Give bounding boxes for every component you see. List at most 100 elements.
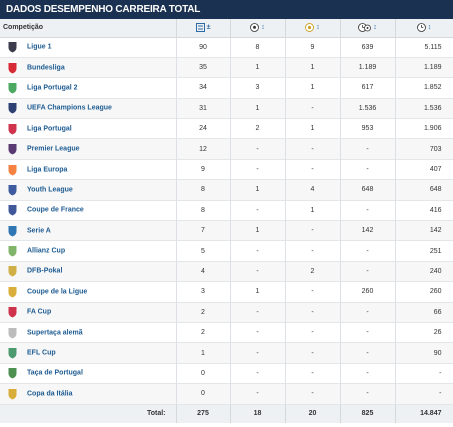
appearances-cell: 1 <box>176 342 231 364</box>
totals-label: Total: <box>0 404 177 424</box>
table-row: Serie A 7 1-142 142 <box>0 220 453 241</box>
appearances-icon <box>195 23 205 33</box>
assists-cell: 1 <box>285 118 341 139</box>
competition-link[interactable]: Youth League <box>27 186 73 194</box>
assists-cell: 1 <box>285 200 341 221</box>
appearances-cell: 5 <box>176 240 231 262</box>
section-title: DADOS DESEMPENHO CARREIRA TOTAL <box>0 0 453 19</box>
competition-link[interactable]: Liga Europa <box>27 166 68 174</box>
minutes-per-goal-cell: 1.536 <box>340 98 396 119</box>
goals-cell: - <box>230 322 286 343</box>
assists-cell: - <box>285 138 341 160</box>
column-header-minutes-per-goal[interactable]: ↕ <box>340 19 396 38</box>
competition-cell: UEFA Champions League <box>0 98 177 119</box>
appearances-cell: 31 <box>176 98 231 119</box>
table-row: Youth League 8 1 4 648 648 <box>0 179 453 201</box>
competition-cell: Youth League <box>0 179 177 201</box>
clock-icon <box>416 23 426 33</box>
competition-link[interactable]: FA Cup <box>27 308 52 316</box>
competition-link[interactable]: UEFA Champions League <box>27 104 112 112</box>
appearances-cell: 3 <box>176 281 231 303</box>
minutes-cell: - <box>395 383 453 405</box>
minutes-cell: 90 <box>395 342 453 364</box>
appearances-cell: 35 <box>176 57 231 78</box>
competition-cell: Serie A <box>0 220 177 241</box>
table-row: Ligue 1 90 8 9 639 5.115 <box>0 37 453 58</box>
competition-link[interactable]: Copa da Itália <box>27 390 73 398</box>
competition-link[interactable]: Coupe de la Ligue <box>27 288 88 296</box>
appearances-cell: 24 <box>176 118 231 139</box>
assists-cell: 4 <box>285 179 341 201</box>
goals-cell: - <box>230 200 286 221</box>
goals-cell: - <box>230 383 286 405</box>
appearances-cell: 4 <box>176 261 231 282</box>
minutes-cell: 251 <box>395 240 453 262</box>
competition-logo-icon <box>8 225 17 237</box>
assist-icon <box>305 23 315 33</box>
competition-link[interactable]: Coupe de France <box>27 206 84 214</box>
competition-logo-icon <box>8 246 17 257</box>
competition-link[interactable]: Serie A <box>27 227 51 235</box>
goals-cell: 1 <box>230 281 286 303</box>
minutes-cell: 26 <box>395 322 453 343</box>
column-header-minutes[interactable]: ↕ <box>395 19 453 38</box>
competition-logo-icon <box>8 388 17 400</box>
competition-cell: Coupe de France <box>0 200 177 221</box>
competition-link[interactable]: Allianz Cup <box>27 247 66 255</box>
competition-link[interactable]: EFL Cup <box>27 349 56 357</box>
competition-cell: Liga Europa <box>0 159 177 180</box>
goals-cell: 1 <box>230 220 286 241</box>
goals-cell: 3 <box>230 77 286 99</box>
appearances-cell: 2 <box>176 302 231 323</box>
goals-cell: - <box>230 261 286 282</box>
minutes-cell: 66 <box>395 302 453 323</box>
appearances-cell: 8 <box>176 200 231 221</box>
total-minutes: 14.847 <box>395 404 453 424</box>
column-header-assists[interactable]: ↕ <box>285 19 341 38</box>
competition-cell: Premier League <box>0 138 177 160</box>
competition-logo-icon <box>8 205 17 216</box>
minutes-per-goal-cell: 260 <box>340 281 396 303</box>
total-assists: 20 <box>285 404 341 424</box>
competition-link[interactable]: DFB-Pokal <box>27 267 63 275</box>
competition-link[interactable]: Supertaça alemã <box>27 329 83 337</box>
column-header-appearances[interactable]: ± <box>176 19 231 38</box>
competition-logo-icon <box>8 266 17 277</box>
minutes-per-goal-cell: 953 <box>340 118 396 139</box>
competition-logo-icon <box>8 82 17 94</box>
sort-icon: ↕ <box>261 24 265 32</box>
competition-link[interactable]: Premier League <box>27 145 80 153</box>
assists-cell: 9 <box>285 37 341 58</box>
minutes-per-goal-cell: - <box>340 383 396 405</box>
appearances-cell: 2 <box>176 322 231 343</box>
competition-link[interactable]: Taça de Portugal <box>27 369 83 377</box>
competition-link[interactable]: Liga Portugal 2 <box>27 84 78 92</box>
appearances-cell: 0 <box>176 363 231 384</box>
minutes-cell: 1.536 <box>395 98 453 119</box>
minutes-per-goal-cell: - <box>340 322 396 343</box>
assists-cell: 1 <box>285 77 341 99</box>
table-row: Bundesliga 35 1 1 1.189 1.189 <box>0 57 453 78</box>
goals-cell: - <box>230 363 286 384</box>
minutes-per-goal-cell: 142 <box>340 220 396 241</box>
competition-link[interactable]: Bundesliga <box>27 64 65 72</box>
table-row: Taça de Portugal 0- - - - <box>0 363 453 384</box>
minutes-cell: 407 <box>395 159 453 180</box>
column-header-goals[interactable]: ↕ <box>230 19 286 38</box>
competition-cell: DFB-Pokal <box>0 261 177 282</box>
competition-link[interactable]: Ligue 1 <box>27 43 52 51</box>
totals-row: Total: 275 18 20 825 14.847 <box>0 404 453 424</box>
minutes-per-goal-cell: - <box>340 159 396 180</box>
minutes-cell: - <box>395 363 453 384</box>
competition-link[interactable]: Liga Portugal <box>27 125 72 133</box>
table-row: Liga Portugal 2 34 3 1 617 1.852 <box>0 77 453 99</box>
minutes-per-goal-cell: - <box>340 240 396 262</box>
minutes-cell: 416 <box>395 200 453 221</box>
competition-logo-icon <box>8 144 17 155</box>
competition-logo-icon <box>8 42 17 53</box>
competition-logo-icon <box>8 348 17 359</box>
minutes-cell: 5.115 <box>395 37 453 58</box>
minutes-cell: 1.189 <box>395 57 453 78</box>
minutes-cell: 240 <box>395 261 453 282</box>
table-row: Allianz Cup 5- - -251 <box>0 240 453 262</box>
